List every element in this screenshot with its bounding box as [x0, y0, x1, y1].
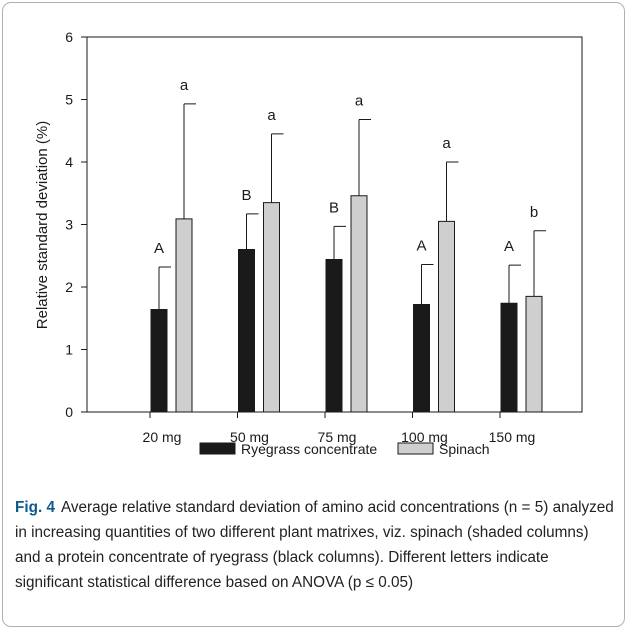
bar-chart: 0 1 2 3 4 5 6 20 mg Aa 50 mg Ba 75 mg Ba 100 mg Aa 150 …: [34, 29, 583, 457]
bar-ryegrass: [413, 304, 430, 413]
x-tick-label: 100 mg: [401, 429, 448, 445]
x-tick-label: 50 mg: [230, 429, 269, 445]
y-tick-label: 2: [65, 279, 73, 295]
y-tick-label: 1: [65, 342, 73, 358]
bar-ryegrass: [325, 259, 343, 413]
legend-swatch: [199, 442, 236, 455]
significance-letter: a: [355, 93, 364, 110]
bar-ryegrass: [150, 309, 168, 413]
bar-ryegrass: [500, 302, 518, 413]
significance-letter: B: [241, 187, 251, 204]
y-tick-label: 4: [65, 154, 73, 170]
bar-ryegrass: [238, 249, 255, 413]
bar-spinach: [263, 202, 280, 413]
significance-letter: b: [530, 204, 538, 221]
plot-area: 0 1 2 3 4 5 6 20 mg Aa 50 mg Ba 75 mg Ba 100 mg Aa 150 …: [65, 29, 583, 445]
bar-spinach: [525, 295, 543, 413]
legend-label: Ryegrass concentrate: [241, 441, 377, 457]
bar-spinach: [438, 220, 455, 413]
significance-letter: a: [267, 107, 276, 124]
significance-letter: A: [416, 238, 426, 255]
caption-text: Average relative standard deviation of a…: [15, 499, 614, 591]
y-tick-label: 3: [65, 217, 73, 233]
significance-letter: A: [154, 240, 164, 257]
x-tick-label: 150 mg: [489, 429, 536, 445]
legend-label: Spinach: [439, 441, 490, 457]
figure-caption: Fig. 4 Average relative standard deviatio…: [15, 495, 615, 595]
legend-swatch: [397, 442, 434, 455]
y-axis-label: Relative standard deviation (%): [34, 121, 51, 329]
x-tick-label: 75 mg: [318, 429, 357, 445]
figure-label: Fig. 4: [15, 499, 55, 516]
y-tick-label: 6: [65, 29, 73, 45]
bar-spinach: [175, 218, 193, 413]
y-tick-label: 5: [65, 92, 73, 108]
significance-letter: A: [504, 238, 514, 255]
significance-letter: B: [329, 199, 339, 216]
y-tick-label: 0: [65, 404, 73, 420]
legend: Ryegrass concentrate Spinach: [199, 441, 490, 457]
x-tick-label: 20 mg: [143, 429, 182, 445]
bar-spinach: [350, 195, 368, 413]
significance-letter: a: [180, 77, 189, 94]
significance-letter: a: [442, 135, 451, 152]
